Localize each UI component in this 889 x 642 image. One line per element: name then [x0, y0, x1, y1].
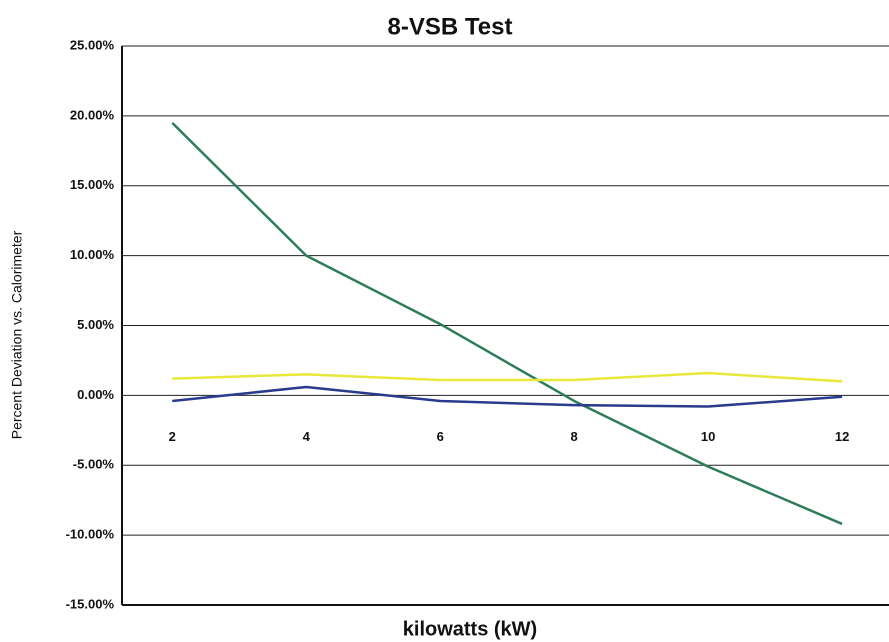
x-tick-label: 8	[571, 429, 578, 444]
series-line	[171, 121, 843, 526]
y-tick-label: 20.00%	[70, 107, 115, 122]
x-tick-label: 2	[169, 429, 176, 444]
y-axis-label: Percent Deviation vs. Calorimeter	[9, 230, 25, 439]
y-tick-label: -10.00%	[66, 527, 115, 542]
series-line	[172, 371, 843, 383]
x-tick-label: 6	[437, 429, 444, 444]
y-tick-label: 15.00%	[70, 177, 115, 192]
y-tick-label: 25.00%	[70, 37, 115, 52]
x-tick-label: 10	[701, 429, 715, 444]
x-tick-label: 4	[303, 429, 311, 444]
chart-title: 8-VSB Test	[388, 13, 513, 40]
y-tick-label: 0.00%	[77, 387, 114, 402]
y-tick-label: -5.00%	[73, 457, 115, 472]
y-tick-label: -15.00%	[66, 596, 115, 611]
y-tick-label: 5.00%	[77, 317, 114, 332]
y-tick-label: 10.00%	[70, 247, 115, 262]
x-axis-label: kilowatts (kW)	[403, 618, 537, 640]
x-tick-label: 12	[835, 429, 849, 444]
series-line	[172, 385, 843, 408]
